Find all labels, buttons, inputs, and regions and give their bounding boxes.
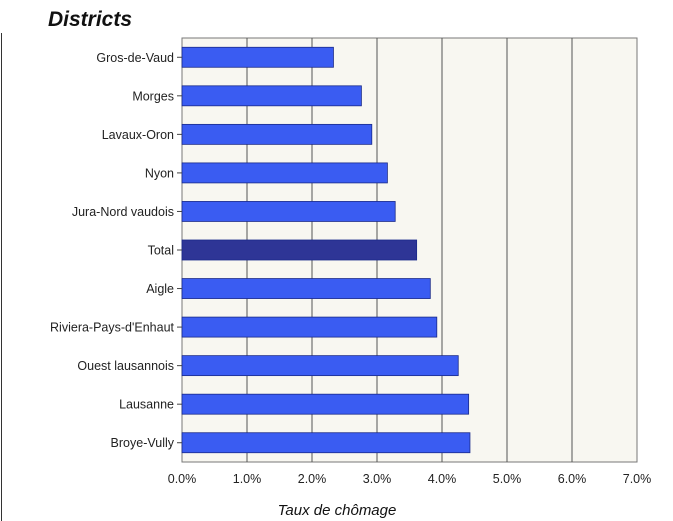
category-label: Jura-Nord vaudois (72, 205, 174, 219)
bar (181, 355, 459, 377)
category-label: Lavaux-Oron (102, 128, 174, 142)
category-label: Aigle (146, 282, 174, 296)
x-tick-label: 7.0% (623, 472, 652, 486)
bar (181, 123, 373, 145)
x-tick-label: 2.0% (298, 472, 327, 486)
category-label: Ouest lausannois (77, 359, 174, 373)
x-tick-labels: 0.0% 1.0% 2.0% 3.0% 4.0% 5.0% 6.0% 7.0% (168, 472, 652, 486)
x-tick-label: 4.0% (428, 472, 457, 486)
category-label: Lausanne (119, 398, 174, 412)
x-tick-label: 6.0% (558, 472, 587, 486)
category-label: Nyon (145, 166, 174, 180)
bars (181, 46, 471, 454)
x-tick-label: 0.0% (168, 472, 197, 486)
category-labels: Gros-de-Vaud Morges Lavaux-Oron Nyon Jura-No… (50, 51, 182, 450)
category-label: Riviera-Pays-d'Enhaut (50, 321, 174, 335)
category-label: Gros-de-Vaud (96, 51, 174, 65)
bar (181, 201, 396, 222)
bar (181, 239, 418, 261)
chart-title: Districts (48, 8, 132, 31)
category-label: Morges (132, 89, 174, 103)
bar (181, 278, 431, 299)
bar (181, 316, 438, 338)
x-tick-label: 3.0% (363, 472, 392, 486)
bar (181, 85, 362, 107)
bar (181, 432, 471, 454)
x-tick-label: 5.0% (493, 472, 522, 486)
bar (181, 162, 388, 184)
category-label: Total (148, 244, 174, 258)
bar (181, 393, 470, 415)
x-tick-label: 1.0% (233, 472, 262, 486)
x-axis-label: Taux de chômage (278, 502, 397, 519)
bar (181, 46, 334, 68)
category-label: Broye-Vully (111, 436, 175, 450)
